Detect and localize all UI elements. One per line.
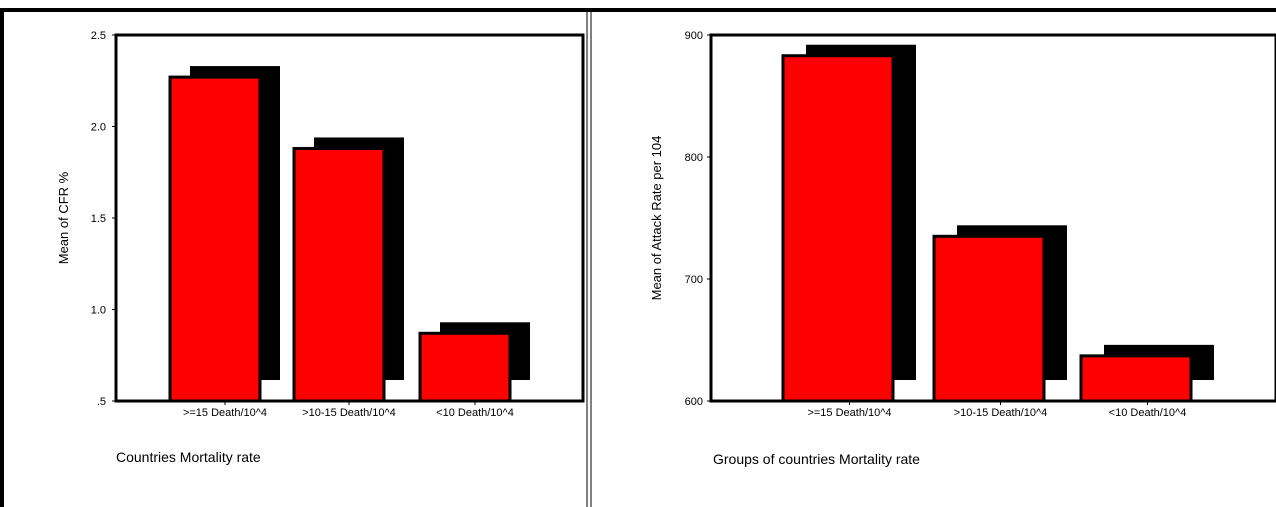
y-tick-label: 800 [685,152,703,164]
y-axis-label: Mean of CFR % [56,171,71,264]
x-category-label: >=15 Death/10^4 [807,407,891,419]
y-tick-label: 700 [685,274,703,286]
y-tick-label: 900 [685,30,703,42]
y-tick-label: 2.0 [91,122,106,134]
bar [781,54,895,403]
bar [168,75,262,403]
x-category-label: >10-15 Death/10^4 [954,407,1048,419]
bar [418,331,512,403]
bar [932,234,1046,403]
cfr-chart: .5 1.0 1.5 2.0 2.5 >=15 Death/10^4 >10-15 Deat… [56,30,585,465]
y-tick-label: 1.5 [91,213,106,225]
y-tick-label: 1.0 [91,305,106,317]
bar [1079,354,1193,403]
x-category-label: >=15 Death/10^4 [183,407,267,419]
x-axis-label: Countries Mortality rate [116,449,261,465]
y-tick-label: .5 [97,396,106,408]
attack-rate-chart: 600 700 800 900 >=15 Death/10^4 >10-15 Death/… [649,30,1276,467]
x-axis-label: Groups of countries Mortality rate [713,451,920,467]
x-category-label: >10-15 Death/10^4 [302,407,396,419]
bar [292,146,386,403]
y-tick-label: 2.5 [91,30,106,42]
y-axis-label: Mean of Attack Rate per 104 [649,136,664,301]
y-tick-label: 600 [685,396,703,408]
x-category-label: <10 Death/10^4 [1109,407,1187,419]
x-category-label: <10 Death/10^4 [436,407,514,419]
